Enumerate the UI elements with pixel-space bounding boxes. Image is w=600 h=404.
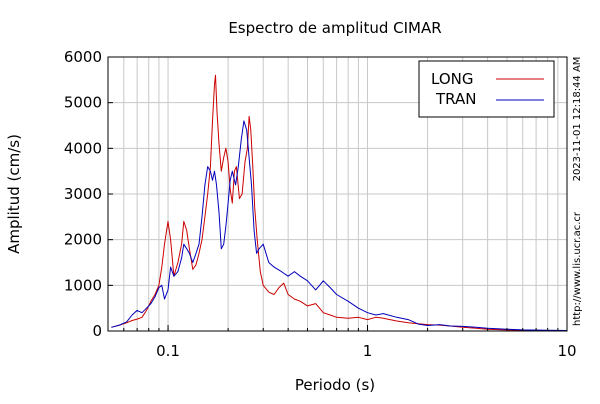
x-tick-label: 10 <box>557 342 576 360</box>
y-tick-label: 0 <box>92 322 102 340</box>
y-tick-label: 5000 <box>64 94 102 112</box>
legend-box <box>418 60 555 118</box>
legend-label-long: LONG <box>431 70 473 88</box>
y-tick-label: 2000 <box>64 231 102 249</box>
series-line-long <box>111 74 568 332</box>
legend: LONG TRAN <box>418 60 555 118</box>
series-layer <box>111 74 568 332</box>
series-line-tran <box>111 120 568 331</box>
y-axis-label: Amplitud (cm/s) <box>5 134 23 254</box>
legend-label-tran: TRAN <box>435 90 476 108</box>
y-tick-label: 6000 <box>64 48 102 66</box>
x-axis-label: Periodo (s) <box>295 376 375 394</box>
chart-title: Espectro de amplitud CIMAR <box>228 19 441 37</box>
y-tick-label: 4000 <box>64 139 102 157</box>
x-tick-label: 1 <box>363 342 373 360</box>
source-url: http://www.lis.ucr.ac.cr <box>572 211 583 326</box>
tick-layer: 0 1000 2000 3000 4000 5000 6000 0.1 1 10 <box>64 48 577 360</box>
x-tick-label: 0.1 <box>156 342 180 360</box>
y-tick-label: 3000 <box>64 185 102 203</box>
timestamp: 2023-11-01 12:18:44 AM <box>572 57 583 182</box>
grid-layer <box>107 56 568 332</box>
y-tick-label: 1000 <box>64 276 102 294</box>
